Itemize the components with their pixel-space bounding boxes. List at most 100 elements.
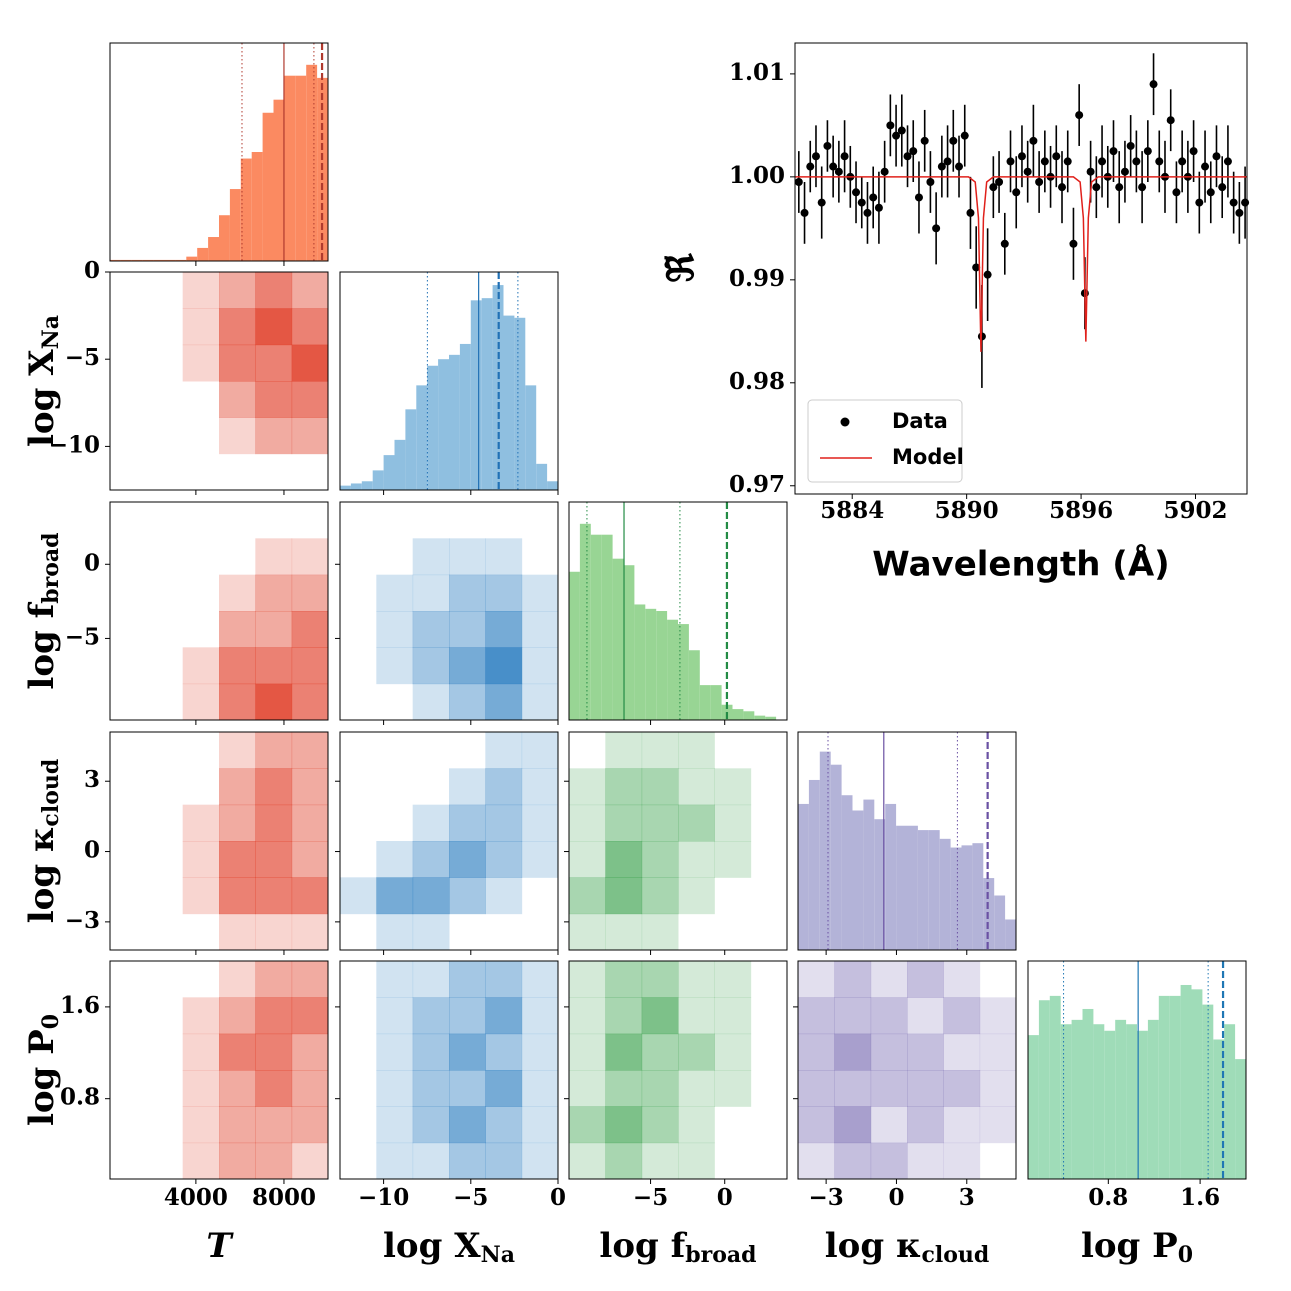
density-cell [110,611,147,648]
x-tick-label: 5902 [1163,497,1227,524]
hist-bar [645,608,657,720]
density-cell [146,1143,183,1180]
density-cell [605,732,643,769]
density-cell [291,417,329,455]
axis-label: log XNa [22,315,64,447]
x-tick-label: 5896 [1049,497,1113,524]
density-cell [943,1070,981,1107]
data-point [1223,157,1232,166]
data-point [1052,152,1061,161]
density-cell [340,997,377,1034]
hist-bar [1224,1024,1236,1179]
panel-frame [109,271,329,491]
density-cell [751,768,788,805]
hist-bar [961,845,973,950]
density-cell [870,961,908,998]
axis-label-sub: broad [685,1242,756,1268]
density-cell [449,1070,486,1107]
density-cell [907,1106,944,1144]
density-cell [146,538,183,575]
density-cell [110,732,147,769]
density-cell [291,381,329,418]
y-tick-label: 1.6 [60,992,100,1019]
density-cell [485,1033,523,1071]
data-point [840,152,849,161]
density-cell [485,961,523,998]
hist-bar [142,259,154,261]
density-cell [291,913,329,951]
data-point [886,121,895,130]
density-cell [291,804,329,842]
density-cell [110,1034,147,1071]
axis-label-main: log P [1081,1226,1178,1266]
density-cell [980,1143,1017,1180]
density-cell [219,502,256,539]
density-cell [146,272,183,309]
density-cell [146,914,183,951]
density-cell [255,381,293,418]
hist-bar [874,819,886,950]
hist-bar [798,803,809,950]
density-cell [485,683,523,721]
density-cell [182,804,220,842]
data-point [1120,167,1129,176]
density-cell [485,877,523,915]
x-tick-label: 8000 [252,1184,316,1211]
density-cell [376,732,413,769]
data-point [937,162,946,171]
density-cell [219,1142,256,1180]
density-cell [182,272,220,309]
density-cell [110,345,147,382]
density-cell [110,417,147,454]
model-line [795,176,1247,352]
density-cell [183,417,220,454]
hist-bar [743,711,755,720]
density-cell [569,1070,606,1107]
density-cell [146,768,183,805]
hist-bar [994,895,1006,950]
density-cell [183,611,220,648]
data-point [1172,188,1181,197]
density-cell [255,683,293,721]
y-tick-label: 0.98 [729,368,785,395]
density-cell [255,841,293,878]
density-cell [146,1034,183,1071]
data-point [1189,147,1198,156]
density-cell [834,1142,872,1180]
density-cell [146,1070,183,1107]
density-cell [291,997,329,1035]
panel-frame [568,960,788,1180]
density-cell [376,961,414,998]
density-cell [340,502,377,539]
density-cell [291,961,329,998]
data-point [800,208,809,217]
x-tick-label: 0 [550,1184,566,1211]
density-cell [798,997,835,1035]
density-cell [678,1033,715,1071]
hist-bar [710,685,722,720]
density-cell [183,961,220,998]
axis-label: log κcloud [22,759,64,924]
density-cell [714,804,752,842]
density-cell [182,877,220,915]
hist-bar [306,64,318,261]
density-cell [146,732,183,769]
density-cell [219,768,256,806]
density-cell [110,272,147,309]
hist-bar [416,385,428,490]
density-cell [678,877,715,915]
density-cell [485,611,523,648]
panel-frame [568,501,788,721]
density-cell [678,1142,715,1180]
density-cell [146,575,183,612]
hist-bar [569,571,580,720]
density-cell [449,841,486,878]
x-tick-label: 5890 [935,497,999,524]
data-point [1195,198,1204,207]
hist-bar [1191,989,1203,1179]
density-cell [376,574,414,612]
data-point [1109,147,1118,156]
data-point [909,147,918,156]
hist-bar [939,838,951,950]
x-tick-label: 3 [959,1184,975,1211]
